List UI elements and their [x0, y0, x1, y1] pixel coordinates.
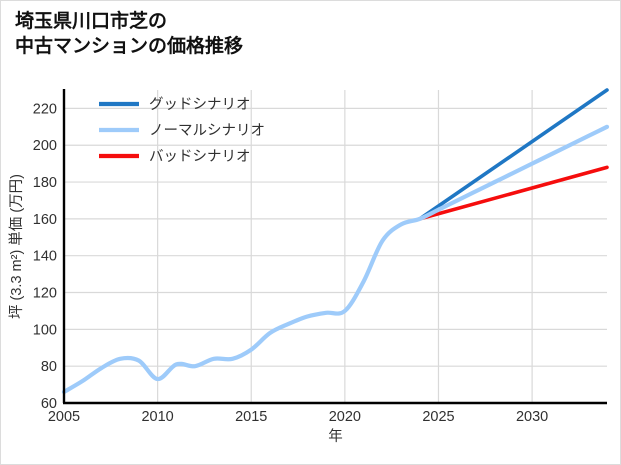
series-line-good [417, 88, 609, 221]
x-tick-label: 2010 [141, 409, 173, 425]
x-tick-labels: 2005 2010 2015 2020 2025 2030 [48, 409, 548, 425]
gridlines [64, 90, 607, 403]
x-tick-label: 2030 [516, 409, 548, 425]
y-tick-label: 180 [33, 175, 57, 191]
legend-label-bad: バッドシナリオ [149, 149, 251, 165]
y-axis-title: 坪 (3.3 m²) 単価 (万円) [8, 174, 25, 319]
y-tick-label: 80 [41, 359, 57, 375]
x-axis-title: 年 [328, 428, 343, 445]
y-tick-label: 120 [33, 286, 57, 302]
y-tick-label: 160 [33, 212, 57, 228]
y-tick-labels: 60 80 100 120 140 160 180 200 220 [33, 101, 57, 412]
x-tick-label: 2025 [422, 409, 454, 425]
y-tick-label: 220 [33, 101, 57, 117]
y-tick-label: 140 [33, 249, 57, 265]
y-tick-label: 100 [33, 322, 57, 338]
axis-titles: 年 坪 (3.3 m²) 単価 (万円) [8, 174, 343, 445]
x-tick-label: 2020 [329, 409, 361, 425]
series-line-normal [61, 124, 610, 395]
y-tick-label: 60 [41, 396, 57, 412]
x-tick-label: 2005 [48, 409, 80, 425]
legend-label-normal: ノーマルシナリオ [149, 123, 265, 139]
y-tick-label: 200 [33, 138, 57, 154]
legend-label-good: グッドシナリオ [149, 96, 251, 113]
series-line-bad [417, 165, 609, 221]
axis-lines [62, 89, 607, 405]
series-lines [61, 88, 610, 395]
page-title: 埼玉県川口市芝の 中古マンションの価格推移 [15, 11, 244, 58]
x-tick-label: 2015 [235, 409, 267, 425]
